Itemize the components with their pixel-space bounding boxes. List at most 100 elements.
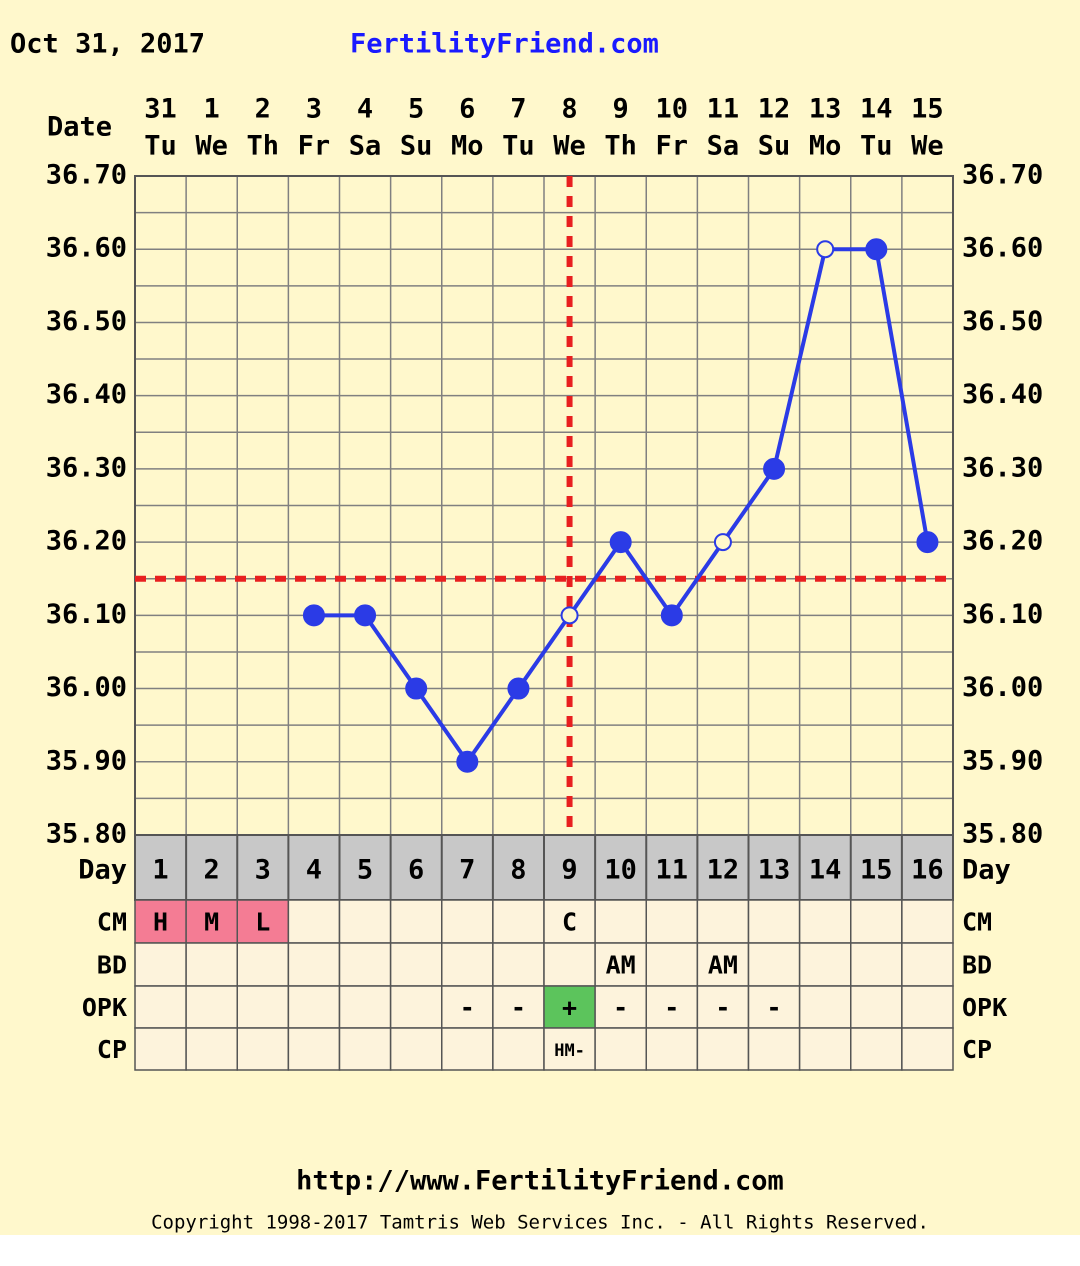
cell [236,985,290,1029]
weekday-label: Su [758,131,791,162]
copyright: Copyright 1998-2017 Tamtris Web Services… [151,1212,929,1234]
y-tick-label: 36.60 [46,233,127,264]
day-number: 16 [911,855,944,886]
weekday-label: Th [604,131,637,162]
cell [338,1027,392,1071]
open-point [560,606,579,625]
cell-value: AM [708,951,738,980]
day-number: 13 [758,855,791,886]
day-number: 2 [204,855,220,886]
site-name: FertilityFriend.com [350,29,659,60]
x-tick-label: 10 [656,94,689,125]
day-number: 5 [357,855,373,886]
cell [236,1027,290,1071]
y2-tick-label: 36.70 [962,160,1043,191]
y-tick-label: 36.20 [46,526,127,557]
x-tick-label: 13 [809,94,842,125]
cell [798,985,852,1029]
weekday-label: Mo [809,131,842,162]
x-tick-label: 14 [860,94,893,125]
cell [594,899,647,944]
open-point [713,533,732,552]
chart-date: Oct 31, 2017 [10,29,205,60]
cell [389,985,443,1029]
row-label-right: CP [962,1035,992,1064]
day-number: 6 [408,855,424,886]
cell-value: H [153,908,168,937]
cell-value: - [460,993,475,1022]
footer-url: http://www.FertilityFriend.com [296,1166,784,1197]
cell-value: - [715,993,730,1022]
x-tick-label: 7 [510,94,526,125]
cell [338,899,392,944]
weekday-label: Su [400,131,433,162]
x-tick-label: 4 [357,94,373,125]
cell [901,985,954,1029]
cell [543,942,596,987]
y2-tick-label: 36.30 [962,452,1043,483]
day-number: 11 [656,855,689,886]
cell-value: - [613,993,628,1022]
y-tick-label: 36.40 [46,379,127,410]
cell [594,985,647,1029]
point [865,238,888,261]
x-tick-label: 15 [911,94,944,125]
row-label: CP [97,1035,127,1064]
cell-value: C [562,908,577,937]
x-tick-label: 5 [408,94,424,125]
point [405,677,428,700]
cell [134,942,187,987]
cell [594,1027,647,1071]
y2-tick-label: 35.90 [962,745,1043,776]
point [302,604,325,627]
cell-value: - [664,993,679,1022]
y2-tick-label: 36.10 [962,599,1043,630]
day-label-right: Day [962,855,1011,886]
row-label-right: BD [962,951,992,980]
day-number: 7 [459,855,475,886]
cell [389,899,443,944]
y-tick-label: 35.80 [46,819,127,850]
day-number: 12 [707,855,740,886]
y-tick-label: 36.00 [46,672,127,703]
day-number: 15 [860,855,893,886]
open-point [816,240,835,259]
point [916,531,939,554]
cell [696,942,750,987]
x-tick-label: 8 [561,94,577,125]
x-tick-label: 9 [613,94,629,125]
cell-value: - [767,993,782,1022]
cell [798,899,852,944]
y-tick-label: 35.90 [46,745,127,776]
cell [287,899,341,944]
cell-value: M [204,908,219,937]
cell-value: HM- [554,1041,585,1061]
weekday-label: Tu [860,131,893,162]
cell [236,899,290,944]
cell [185,1027,238,1071]
day-number: 3 [255,855,271,886]
row-label: OPK [82,993,127,1022]
y-tick-label: 36.10 [46,599,127,630]
cell [441,1027,494,1071]
cell [645,942,699,987]
cell [134,1027,187,1071]
y2-tick-label: 36.60 [962,233,1043,264]
day-number: 8 [510,855,526,886]
weekday-label: Sa [349,131,382,162]
y2-tick-label: 36.20 [962,526,1043,557]
x-tick-label: 31 [144,94,177,125]
y2-tick-label: 36.50 [962,306,1043,337]
cell [747,942,801,987]
cell [441,899,494,944]
cell [901,942,954,987]
day-number: 10 [604,855,637,886]
cell [543,899,596,944]
cell-value: AM [606,951,636,980]
x-tick-label: 12 [758,94,791,125]
cell [134,899,187,944]
point [609,531,632,554]
row-label-right: OPK [962,993,1007,1022]
x-tick-label: 1 [204,94,220,125]
y-tick-label: 36.30 [46,452,127,483]
